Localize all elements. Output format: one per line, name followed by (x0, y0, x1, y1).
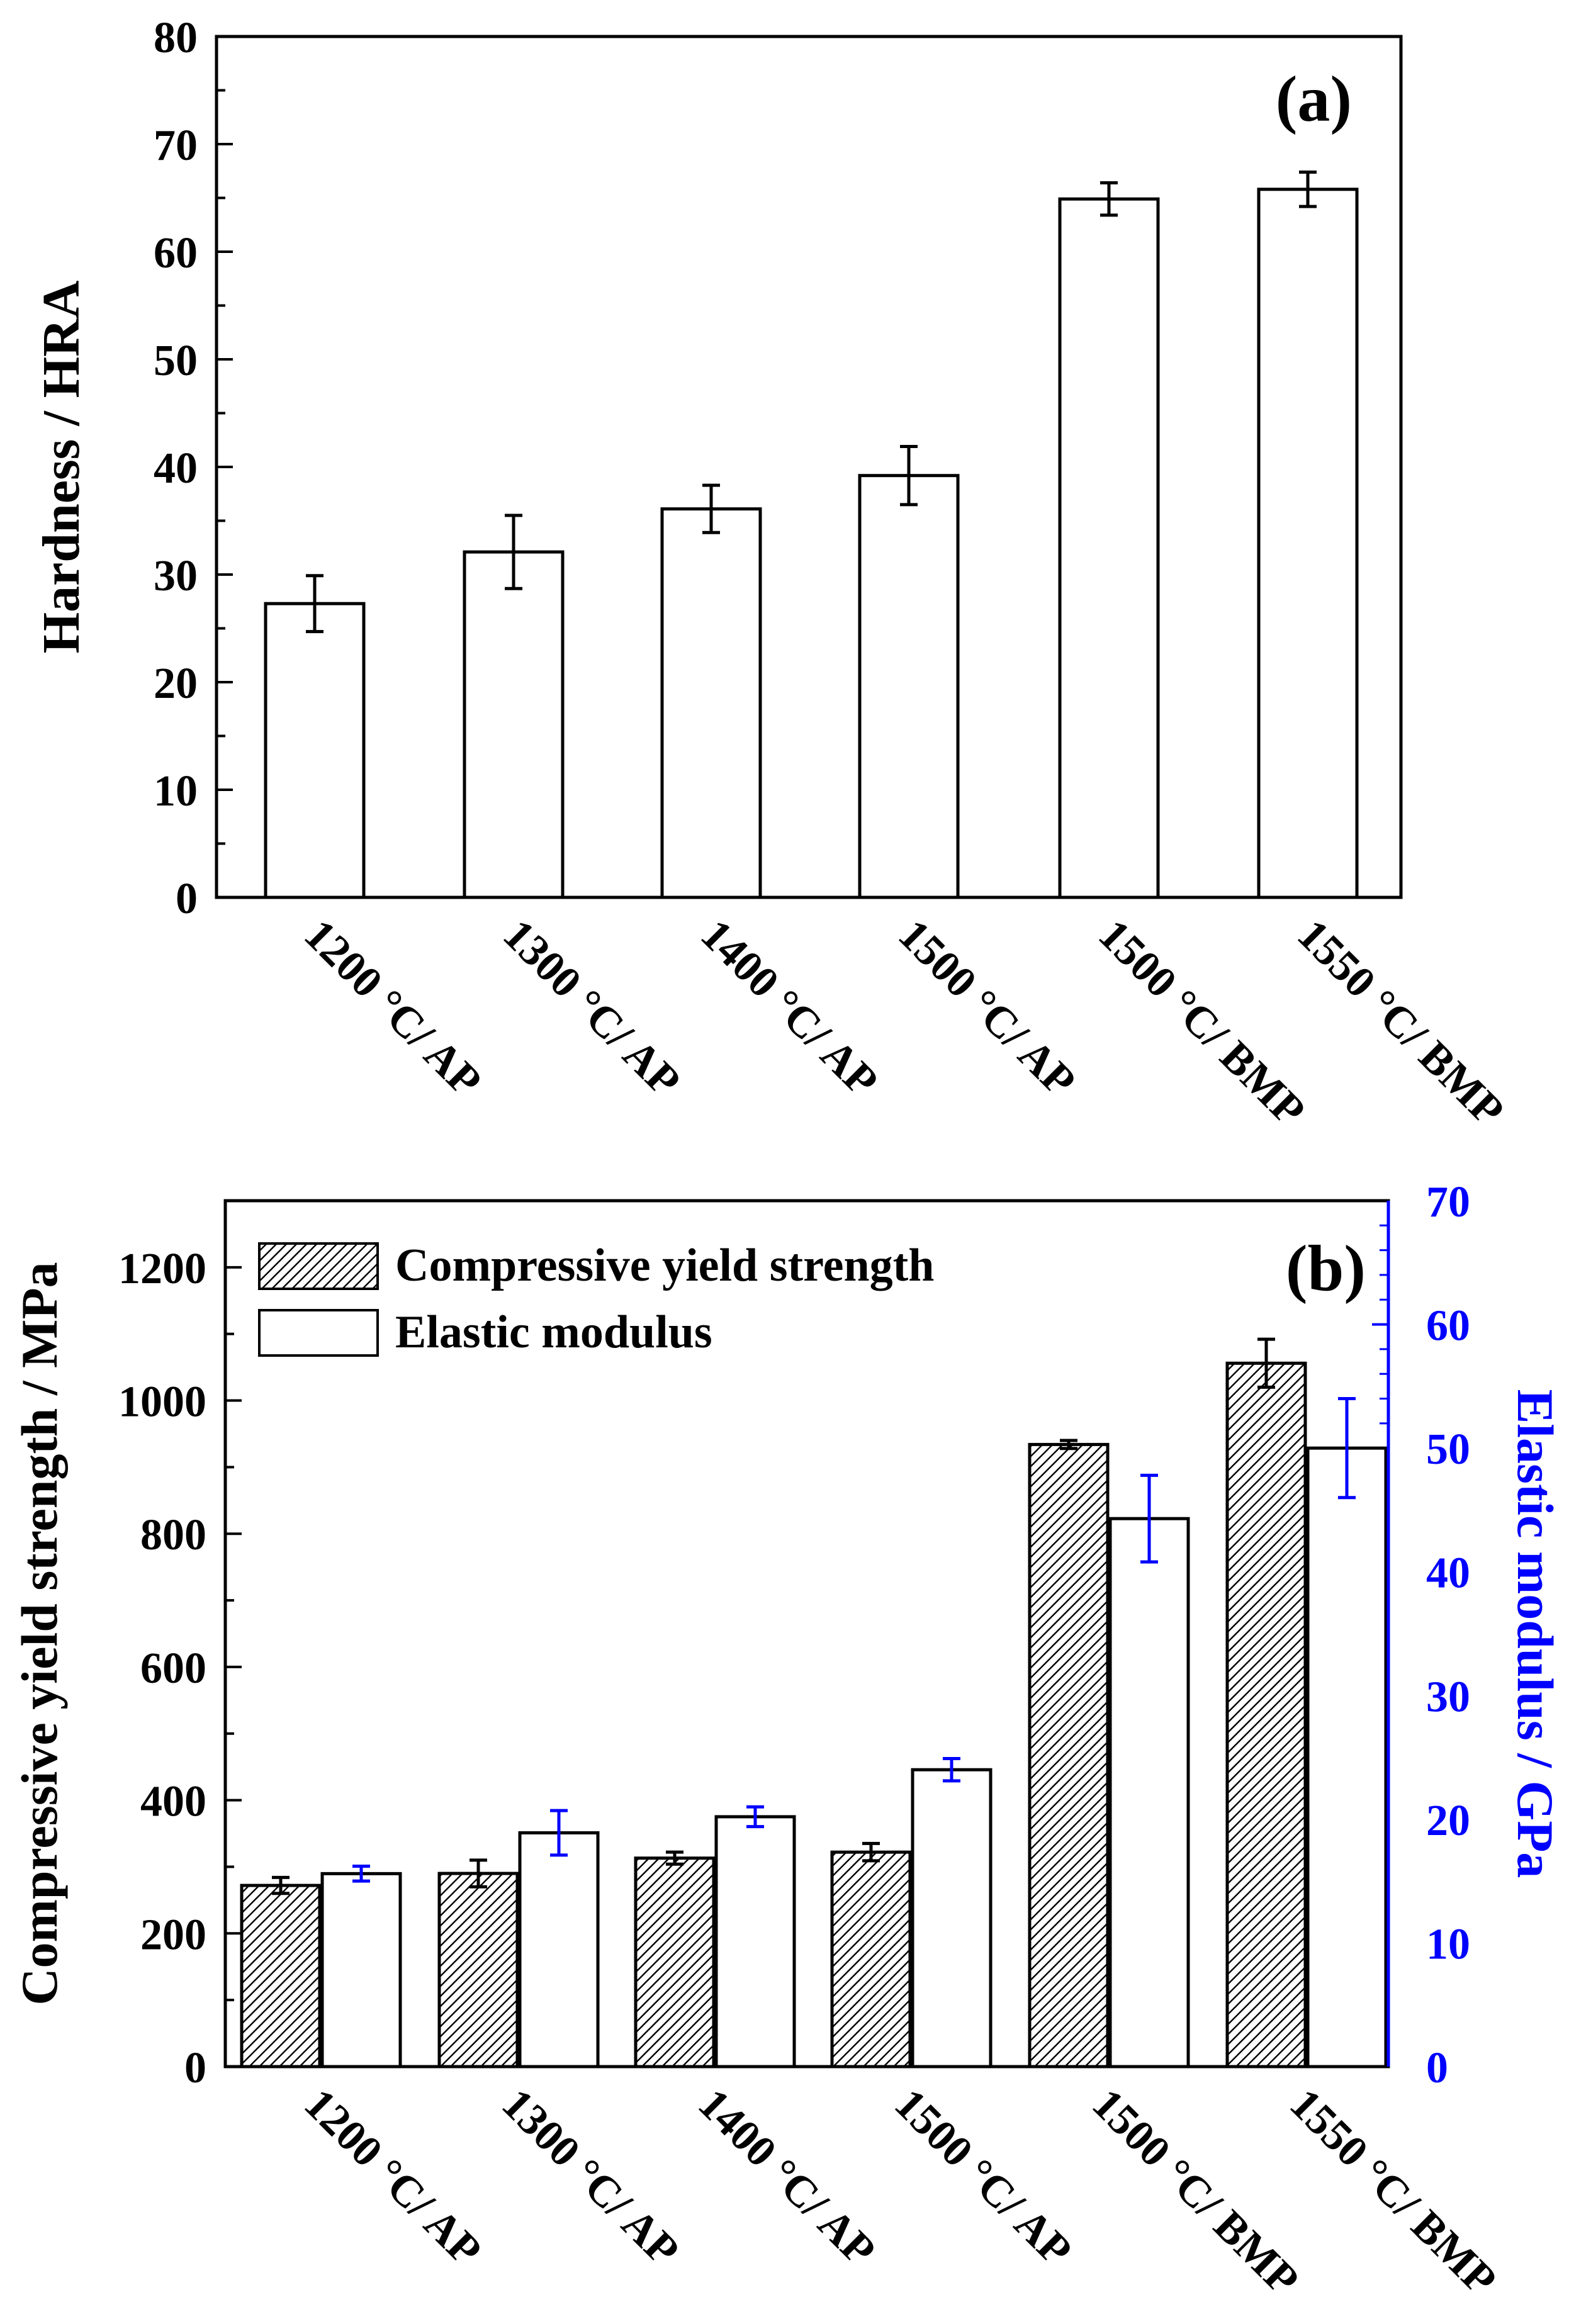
hardness-x-tick-label: 1400 °C/ AP (692, 911, 887, 1106)
strength-y-tick-label: 800 (140, 1511, 206, 1559)
strength-bar (240, 1883, 322, 2069)
modulus-y-tick-label: 30 (1426, 1673, 1470, 1721)
strength-bar (1028, 1442, 1110, 2069)
strength-bar (830, 1850, 912, 2069)
strength-error-bar (666, 1850, 683, 1866)
hardness-panel-label: (a) (1276, 63, 1352, 135)
modulus-error-bar (746, 1805, 764, 1829)
strength-error-bar (1257, 1337, 1275, 1389)
strength-bar (437, 1872, 519, 2069)
strength-error-bar (862, 1841, 880, 1863)
strength-y-axis-label: Compressive yield strength / MPa (11, 1262, 68, 2005)
modulus-bar (911, 1768, 993, 2069)
strength-y-ticks: 0 200 400 600 800 1000 1200 (118, 1245, 242, 2092)
hardness-y-tick-label: 0 (176, 875, 198, 923)
hardness-y-tick-label: 80 (154, 14, 198, 62)
hardness-y-tick-label: 20 (154, 660, 198, 708)
strength-x-tick-label: 1300 °C/ AP (493, 2080, 689, 2276)
strength-y-tick-label: 1000 (118, 1378, 206, 1427)
modulus-y-tick-label: 20 (1426, 1797, 1470, 1845)
strength-y-tick-label: 600 (140, 1644, 206, 1693)
hardness-chart: 0 10 20 30 40 50 60 70 80 Hardness / HRA (a) 120… (32, 14, 1513, 1135)
strength-x-tick-label: 1500 °C/ BMP (1083, 2080, 1308, 2304)
hardness-bar (858, 474, 960, 899)
strength-y-tick-label: 400 (140, 1778, 206, 1826)
strength-error-bar (1060, 1439, 1077, 1451)
hardness-y-tick-label: 60 (154, 229, 198, 278)
hardness-error-bar (1299, 170, 1317, 208)
hardness-bars (264, 170, 1359, 899)
legend-swatch-strength (258, 1242, 379, 1290)
modulus-error-bar (352, 1865, 370, 1883)
strength-error-bar (470, 1858, 487, 1889)
modulus-y-tick-label: 60 (1426, 1302, 1470, 1350)
hardness-y-tick-label: 70 (154, 121, 198, 170)
modulus-y-tick-label: 70 (1426, 1178, 1470, 1227)
strength-modulus-bars (240, 1337, 1388, 2069)
modulus-bar (714, 1815, 796, 2069)
legend-label-modulus: Elastic modulus (395, 1306, 712, 1358)
hardness-error-bar (702, 483, 720, 534)
strength-x-tick-label: 1550 °C/ BMP (1281, 2080, 1505, 2304)
hardness-y-ticks: 0 10 20 30 40 50 60 70 80 (154, 14, 233, 923)
hardness-x-tick-label: 1500 °C/ BMP (1089, 911, 1314, 1135)
modulus-y-tick-label: 10 (1426, 1920, 1470, 1968)
modulus-bar (1108, 1517, 1190, 2069)
hardness-y-tick-label: 30 (154, 552, 198, 600)
hardness-bar (463, 550, 565, 899)
hardness-plot-frame (215, 35, 1403, 899)
strength-y-tick-label: 0 (184, 2044, 206, 2092)
strength-x-tick-label: 1400 °C/ AP (689, 2080, 885, 2276)
hardness-y-tick-label: 10 (154, 767, 198, 816)
hardness-error-bar (505, 514, 522, 590)
modulus-y-axis-label: Elastic modulus / GPa (1507, 1389, 1564, 1878)
hardness-y-tick-label: 40 (154, 444, 198, 493)
strength-error-bar (272, 1875, 290, 1895)
strength-x-tick-label: 1200 °C/ AP (295, 2080, 491, 2276)
strength-modulus-chart: 0 200 400 600 800 1000 1200 0 10 20 30 40 50 60 70 Co… (11, 1178, 1564, 2304)
hardness-x-tick-label: 1200 °C/ AP (295, 911, 491, 1106)
modulus-bar (518, 1831, 600, 2069)
legend-swatch-modulus (258, 1309, 379, 1357)
hardness-bar (1058, 197, 1160, 899)
modulus-y-tick-label: 0 (1426, 2044, 1448, 2092)
strength-bar (1225, 1361, 1307, 2069)
modulus-bar (320, 1872, 402, 2069)
hardness-bar (264, 602, 366, 899)
hardness-y-tick-label: 50 (154, 337, 198, 385)
hardness-x-tick-label: 1300 °C/ AP (494, 911, 690, 1106)
hardness-bar (1257, 188, 1359, 899)
modulus-error-bar (1338, 1397, 1356, 1500)
hardness-error-bar (900, 445, 918, 507)
hardness-x-tick-label: 1500 °C/ AP (889, 911, 1085, 1106)
hardness-error-bar (306, 574, 323, 634)
hardness-y-axis-label: Hardness / HRA (32, 280, 91, 653)
modulus-error-bar (943, 1757, 960, 1783)
strength-y-tick-label: 1200 (118, 1245, 206, 1293)
legend-label-strength: Compressive yield strength (395, 1240, 934, 1291)
strength-panel-label: (b) (1286, 1232, 1366, 1305)
legend: Compressive yield strength Elastic modul… (258, 1240, 934, 1358)
strength-x-tick-labels: 1200 °C/ AP 1300 °C/ AP 1400 °C/ AP 1500 °C… (295, 2080, 1505, 2304)
hardness-x-tick-labels: 1200 °C/ AP 1300 °C/ AP 1400 °C/ AP 1500 °C… (295, 911, 1513, 1135)
strength-x-tick-label: 1500 °C/ AP (886, 2080, 1081, 2276)
hardness-error-bar (1100, 181, 1118, 217)
modulus-y-tick-label: 40 (1426, 1549, 1470, 1598)
modulus-y-tick-label: 50 (1426, 1425, 1470, 1474)
strength-bar (634, 1856, 716, 2069)
hardness-bar (660, 507, 762, 899)
hardness-x-tick-label: 1550 °C/ BMP (1288, 911, 1513, 1135)
modulus-error-bar (550, 1809, 568, 1857)
modulus-bar (1306, 1446, 1388, 2069)
strength-y-tick-label: 200 (140, 1911, 206, 1959)
modulus-error-bar (1140, 1473, 1158, 1564)
